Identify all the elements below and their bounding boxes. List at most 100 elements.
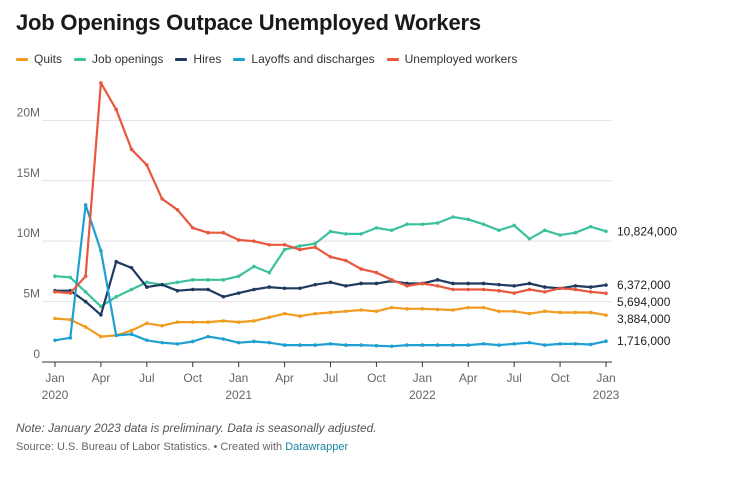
- data-point-layoffs: [160, 340, 164, 345]
- x-tick-year: 2020: [42, 388, 69, 402]
- data-point-hires: [160, 282, 164, 287]
- data-point-unemployed: [145, 163, 149, 167]
- datawrapper-link[interactable]: Datawrapper: [285, 441, 349, 453]
- x-tick-month: Oct: [183, 371, 202, 385]
- data-point-openings: [175, 280, 180, 285]
- end-label-unemployed: 5,694,000: [617, 295, 671, 309]
- data-point-layoffs: [206, 334, 210, 339]
- y-tick-label: 5M: [23, 287, 40, 301]
- data-point-hires: [175, 288, 180, 293]
- data-point-unemployed: [374, 270, 379, 275]
- x-tick-month: Apr: [459, 371, 478, 385]
- data-point-unemployed: [512, 291, 516, 295]
- data-point-layoffs: [129, 332, 134, 337]
- y-tick-label: 15M: [17, 166, 40, 180]
- data-point-unemployed: [558, 286, 562, 291]
- data-point-openings: [83, 290, 88, 294]
- data-point-layoffs: [497, 343, 501, 347]
- data-point-hires: [481, 281, 486, 286]
- data-point-unemployed: [252, 239, 256, 243]
- data-point-hires: [313, 282, 317, 287]
- x-tick-month: Oct: [551, 371, 570, 385]
- data-point-quits: [267, 315, 272, 320]
- data-point-unemployed: [359, 267, 363, 271]
- data-point-layoffs: [114, 333, 119, 338]
- end-label-layoffs: 1,716,000: [617, 334, 671, 348]
- x-tick-year: 2021: [225, 388, 252, 402]
- end-label-hires: 6,372,000: [617, 278, 671, 292]
- data-point-quits: [313, 311, 317, 316]
- data-point-quits: [83, 325, 88, 329]
- data-point-unemployed: [160, 197, 164, 201]
- data-point-layoffs: [175, 342, 180, 346]
- data-point-openings: [68, 275, 73, 280]
- x-tick-year: 2023: [593, 388, 620, 402]
- data-point-quits: [359, 308, 363, 312]
- data-point-quits: [558, 310, 562, 315]
- data-point-openings: [389, 228, 394, 233]
- data-point-openings: [221, 278, 226, 282]
- legend-item-layoffs: Layoffs and discharges: [233, 52, 375, 66]
- chart-source: Source: U.S. Bureau of Labor Statistics.…: [16, 441, 348, 453]
- data-point-hires: [466, 281, 471, 286]
- data-point-layoffs: [481, 342, 486, 346]
- data-point-hires: [190, 287, 195, 292]
- data-point-layoffs: [451, 343, 455, 347]
- data-point-openings: [114, 294, 119, 299]
- data-point-unemployed: [313, 245, 317, 250]
- x-tick-month: Oct: [367, 371, 386, 385]
- data-point-quits: [252, 319, 256, 323]
- data-point-unemployed: [481, 287, 486, 292]
- data-point-hires: [282, 286, 287, 291]
- data-point-openings: [435, 221, 440, 225]
- x-tick-month: Jan: [413, 371, 432, 385]
- data-point-hires: [344, 284, 348, 288]
- end-label-quits: 3,884,000: [617, 312, 671, 326]
- data-point-openings: [466, 217, 471, 222]
- data-point-unemployed: [344, 258, 348, 263]
- chart-note: Note: January 2023 data is preliminary. …: [16, 421, 377, 435]
- data-point-openings: [328, 229, 333, 234]
- data-point-layoffs: [68, 336, 73, 340]
- data-point-quits: [344, 309, 348, 314]
- legend-swatch-quits: [16, 57, 28, 61]
- data-point-layoffs: [328, 342, 333, 346]
- data-point-unemployed: [282, 242, 287, 247]
- data-point-layoffs: [588, 342, 593, 347]
- data-point-quits: [481, 305, 486, 310]
- data-point-hires: [359, 281, 363, 286]
- data-point-quits: [190, 320, 195, 324]
- series-line-hires: [53, 260, 608, 316]
- data-point-quits: [389, 305, 394, 310]
- data-point-openings: [298, 244, 302, 248]
- data-point-quits: [328, 310, 333, 315]
- data-point-openings: [313, 241, 317, 246]
- data-point-openings: [374, 226, 379, 230]
- data-point-openings: [359, 232, 363, 236]
- data-point-quits: [588, 310, 593, 315]
- x-tick-month: Apr: [275, 371, 294, 385]
- data-point-hires: [129, 265, 134, 270]
- data-point-openings: [527, 236, 532, 241]
- data-point-openings: [236, 274, 241, 279]
- data-point-unemployed: [466, 287, 471, 292]
- end-label-openings: 10,824,000: [617, 224, 677, 238]
- data-point-openings: [604, 229, 608, 234]
- data-point-openings: [497, 228, 501, 233]
- data-point-hires: [435, 278, 440, 282]
- data-point-layoffs: [466, 343, 471, 347]
- data-point-quits: [175, 320, 180, 324]
- data-point-unemployed: [435, 284, 440, 288]
- data-point-quits: [497, 309, 501, 314]
- x-tick-month: Jan: [596, 371, 615, 385]
- data-point-openings: [558, 233, 562, 237]
- data-point-hires: [221, 294, 226, 299]
- legend-label-hires: Hires: [193, 52, 222, 66]
- legend-label-unemployed: Unemployed workers: [404, 52, 518, 66]
- data-point-hires: [604, 283, 608, 287]
- data-point-quits: [99, 334, 103, 339]
- data-point-hires: [267, 285, 272, 289]
- data-point-layoffs: [221, 337, 226, 341]
- legend-item-quits: Quits: [16, 52, 62, 66]
- data-point-openings: [405, 222, 409, 227]
